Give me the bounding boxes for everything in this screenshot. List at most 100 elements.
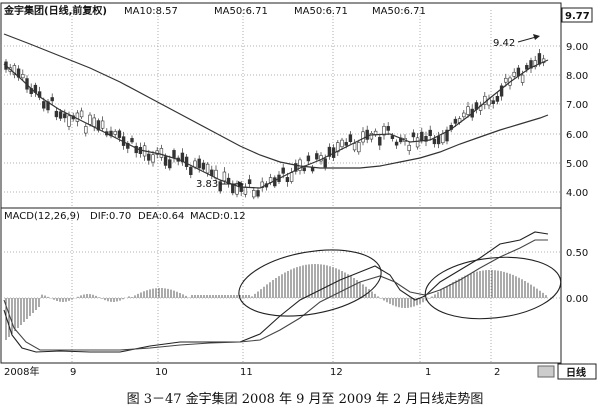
macd-tick: 0.00 xyxy=(566,294,588,305)
candle-body xyxy=(323,158,327,168)
current-price-value: 9.77 xyxy=(565,11,590,22)
candle-body xyxy=(58,111,63,119)
candle-body xyxy=(424,136,428,142)
highlight-ellipse-left xyxy=(238,249,382,317)
candle-body xyxy=(352,143,357,151)
candle-body xyxy=(357,142,361,153)
candle-body xyxy=(336,142,340,153)
candle-body xyxy=(394,141,399,146)
candle-body xyxy=(495,95,500,102)
candle-body xyxy=(344,142,348,146)
candle-body xyxy=(499,85,504,97)
candle-body xyxy=(340,139,344,148)
time-tick: 2 xyxy=(494,367,500,378)
candle-body xyxy=(369,133,374,140)
scroll-end-button[interactable] xyxy=(537,365,555,378)
candle-body xyxy=(407,144,411,151)
candle-body xyxy=(193,160,197,168)
candle-body xyxy=(327,146,332,157)
candle-body xyxy=(184,156,189,167)
candle-body xyxy=(84,126,88,134)
macd-tick: 0.50 xyxy=(566,248,588,259)
candle-body xyxy=(294,163,298,172)
candle-body xyxy=(189,166,193,175)
candle-body xyxy=(504,77,508,83)
figure-caption: 图 3－47 金宇集团 2008 年 9 月至 2009 年 2 月日线走势图 xyxy=(127,391,484,407)
stock-title: 金宇集团(日线,前复权) xyxy=(3,4,107,17)
macd-axis: 0.50 0.00 xyxy=(566,248,588,305)
candle-body xyxy=(512,71,516,77)
candle-body xyxy=(247,179,252,185)
candle-body xyxy=(537,53,542,65)
ma50-label-3: MA50:6.71 xyxy=(372,6,426,17)
candle-body xyxy=(243,186,248,195)
candle-body xyxy=(222,171,227,182)
candle-body xyxy=(252,190,256,198)
candle-body xyxy=(432,138,437,145)
candle-body xyxy=(411,132,416,138)
dea-line xyxy=(3,239,548,351)
candle-body xyxy=(453,118,458,124)
candle-body xyxy=(100,120,105,129)
candle-body xyxy=(382,125,386,136)
candle-body xyxy=(533,60,537,68)
candle-body xyxy=(113,131,117,135)
time-tick: 12 xyxy=(330,367,343,378)
price-tick: 7.00 xyxy=(566,100,588,111)
candle-body xyxy=(466,106,470,115)
candle-body xyxy=(67,115,71,127)
current-price-box xyxy=(561,7,593,23)
price-tick: 9.00 xyxy=(566,42,588,53)
candle-body xyxy=(168,159,172,169)
candle-body xyxy=(180,152,185,163)
macd-dea: DEA:0.64 xyxy=(138,211,184,222)
chart-frame xyxy=(0,2,562,364)
candle-body xyxy=(205,163,210,174)
ma10-label: MA10:8.57 xyxy=(124,6,178,17)
high-arrow xyxy=(517,36,537,43)
candle-body xyxy=(378,136,382,146)
price-tick: 4.00 xyxy=(566,188,588,199)
candle-body xyxy=(273,177,277,187)
time-tick: 1 xyxy=(425,367,431,378)
candle-body xyxy=(75,112,80,122)
candle-body xyxy=(42,101,46,109)
candle-body xyxy=(483,95,487,105)
candle-body xyxy=(390,135,395,139)
candle-body xyxy=(302,167,306,172)
macd-dif: DIF:0.70 xyxy=(90,211,131,222)
candle-body xyxy=(172,150,176,158)
candle-body xyxy=(201,162,206,170)
candle-body xyxy=(436,136,441,145)
candle-body xyxy=(315,153,319,160)
candle-body xyxy=(289,172,294,182)
candle-body xyxy=(520,74,525,83)
low-annotation: 3.83 xyxy=(196,179,218,190)
candle-body xyxy=(21,74,25,79)
candle-body xyxy=(134,145,138,154)
candle-body xyxy=(163,156,168,166)
period-button[interactable] xyxy=(557,363,597,380)
ma50-label-2: MA50:6.71 xyxy=(294,6,348,17)
candle-body xyxy=(386,126,390,131)
candle-body xyxy=(462,112,466,118)
candle-body xyxy=(197,158,201,169)
candle-body xyxy=(260,181,264,189)
low-arrowhead xyxy=(238,181,244,187)
candle-body xyxy=(63,113,67,119)
candle-body xyxy=(256,190,260,197)
candle-body xyxy=(491,100,495,104)
candle-body xyxy=(54,110,59,118)
macd-label: MACD(12,26,9) xyxy=(4,211,80,222)
candle-body xyxy=(50,97,54,102)
candle-body xyxy=(445,129,449,142)
time-tick: 2008年 xyxy=(4,365,39,378)
ma50-line xyxy=(3,33,549,169)
macd-value: MACD:0.12 xyxy=(190,211,246,222)
candle-body xyxy=(420,131,424,141)
high-arrowhead xyxy=(533,34,540,40)
candle-body xyxy=(147,153,151,161)
ma50-label-1: MA50:6.71 xyxy=(214,6,268,17)
candle-body xyxy=(96,120,101,131)
